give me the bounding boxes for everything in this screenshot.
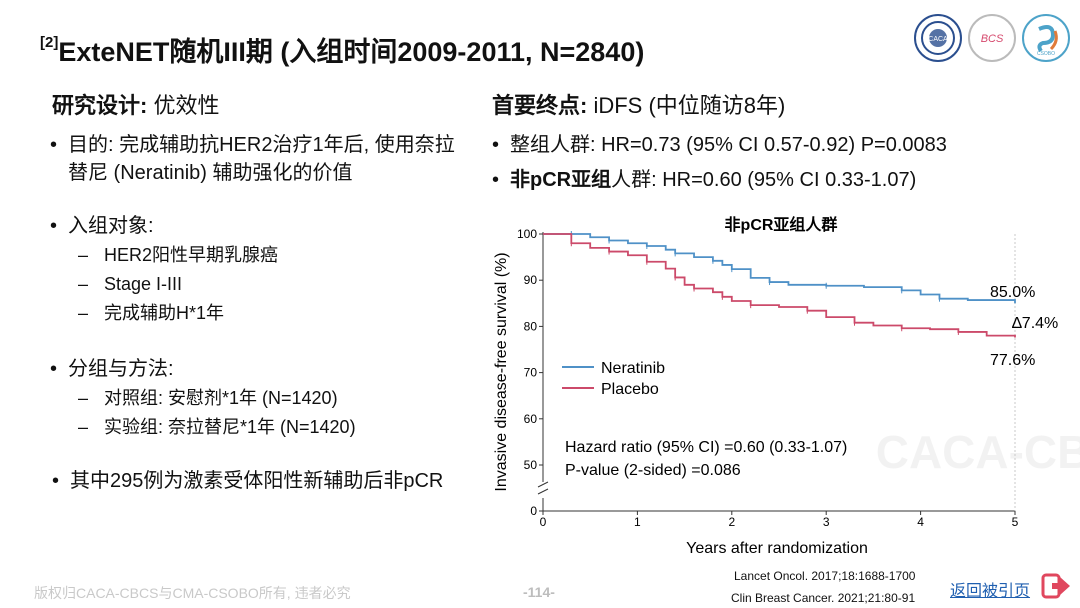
y-tick-label: 90 — [524, 273, 538, 287]
design-label: 研究设计: — [52, 93, 148, 118]
chart-legend: Neratinib Placebo — [562, 360, 665, 398]
y-tick-label: 60 — [524, 412, 538, 426]
chart-watermark: CACA-CBCS — [876, 426, 1080, 478]
x-tick-label: 2 — [728, 515, 735, 529]
title-reference: [2] — [40, 34, 59, 51]
svg-text:CACA: CACA — [928, 36, 948, 43]
reference-2: Clin Breast Cancer. 2021;21:80-91 — [731, 591, 916, 605]
neratinib-end-label: 85.0% — [990, 284, 1035, 301]
back-link[interactable]: 返回被引页 — [950, 583, 1031, 600]
axis-break-mark — [537, 481, 549, 495]
y-tick-label: 50 — [524, 458, 538, 472]
endpoint-heading: 首要终点: iDFS (中位随访8年) — [492, 88, 785, 120]
y-tick-label: 80 — [524, 319, 538, 333]
slide-title: [2]ExteNET随机III期 (入组时间2009-2011, N=2840) — [40, 30, 644, 69]
y-tick-label: 70 — [524, 366, 538, 380]
results-list: 整组人群: HR=0.73 (95% CI 0.57-0.92) P=0.008… — [492, 131, 1072, 194]
grouping-item: 实验组: 奈拉替尼*1年 (N=1420) — [78, 413, 470, 442]
subgroup-result: 非pCR亚组人群: HR=0.60 (95% CI 0.33-1.07) — [492, 166, 1072, 194]
chart-title: 非pCR亚组人群 — [725, 215, 838, 234]
grouping-item: 对照组: 安慰剂*1年 (N=1420) — [78, 384, 470, 413]
design-heading: 研究设计: 优效性 — [52, 88, 219, 120]
km-chart: CACA-CBCS 非pCR亚组人群 Invasive disease-free… — [493, 215, 1080, 557]
overall-result: 整组人群: HR=0.73 (95% CI 0.57-0.92) P=0.008… — [492, 131, 1072, 159]
y-axis-label: Invasive disease-free survival (%) — [493, 252, 510, 491]
enrollment-item: HER2阳性早期乳腺癌 — [78, 241, 470, 270]
x-axis-label: Years after randomization — [686, 540, 868, 557]
grouping-section: 分组与方法: 对照组: 安慰剂*1年 (N=1420) 实验组: 奈拉替尼*1年… — [50, 355, 470, 442]
km-curve-placebo — [543, 233, 1016, 338]
svg-text:CSOBO: CSOBO — [1037, 51, 1055, 57]
placebo-end-label: 77.6% — [990, 352, 1035, 369]
x-tick-label: 5 — [1012, 515, 1019, 529]
delta-label: ∆7.4% — [1012, 315, 1058, 332]
grouping-bullet: 分组与方法: — [50, 355, 470, 383]
page-number: -114- — [523, 584, 555, 600]
endpoint-label: 首要终点: — [492, 93, 588, 118]
purpose-bullet: 目的: 完成辅助抗HER2治疗1年后, 使用奈拉替尼 (Neratinib) 辅… — [50, 131, 470, 187]
enrollment-bullet: 入组对象: — [50, 212, 470, 240]
copyright-notice: 版权归CACA-CBCS与CMA-CSOBO所有, 违者必究 — [34, 585, 351, 601]
hazard-ratio-text: Hazard ratio (95% CI) =0.60 (0.33-1.07) — [565, 439, 847, 456]
x-tick-label: 4 — [917, 515, 924, 529]
subgroup-bullet: 其中295例为激素受体阳性新辅助后非pCR — [52, 467, 452, 495]
subgroup-result-bold: 非pCR亚组 — [510, 169, 612, 191]
design-value: 优效性 — [147, 93, 220, 118]
left-bullets: 目的: 完成辅助抗HER2治疗1年后, 使用奈拉替尼 (Neratinib) 辅… — [50, 131, 470, 187]
legend-label-neratinib: Neratinib — [601, 360, 665, 377]
km-curve-neratinib — [543, 233, 1016, 304]
csobo-logo: CSOBO — [1022, 14, 1070, 62]
reference-1: Lancet Oncol. 2017;18:1688-1700 — [734, 569, 916, 583]
title-text: ExteNET随机III期 (入组时间2009-2011, N=2840) — [58, 37, 645, 67]
x-tick-label: 1 — [634, 515, 641, 529]
x-tick-label: 3 — [823, 515, 830, 529]
caca-logo: CACA — [914, 14, 962, 62]
bcs-logo: BCS — [968, 14, 1016, 62]
enrollment-section: 入组对象: HER2阳性早期乳腺癌 Stage I-III 完成辅助H*1年 — [50, 212, 470, 328]
subgroup-result-rest: 人群: HR=0.60 (95% CI 0.33-1.07) — [611, 169, 917, 191]
legend-label-placebo: Placebo — [601, 381, 659, 398]
enrollment-item: Stage I-III — [78, 270, 470, 299]
chart-axes: 0 50 60 70 80 90 100 0 1 2 3 4 5 — [517, 227, 1019, 529]
x-tick-label: 0 — [540, 515, 547, 529]
y-tick-label: 0 — [530, 504, 537, 518]
chart-curves — [543, 231, 1016, 338]
endpoint-value: iDFS (中位随访8年) — [587, 93, 786, 118]
logo-group: CACA BCS CSOBO — [914, 14, 1070, 62]
svg-text:BCS: BCS — [981, 33, 1004, 45]
back-arrow-icon[interactable] — [1040, 572, 1072, 605]
y-tick-label: 100 — [517, 227, 537, 241]
p-value-text: P-value (2-sided) =0.086 — [565, 462, 741, 479]
subgroup-note: 其中295例为激素受体阳性新辅助后非pCR — [52, 467, 452, 495]
enrollment-item: 完成辅助H*1年 — [78, 299, 470, 328]
